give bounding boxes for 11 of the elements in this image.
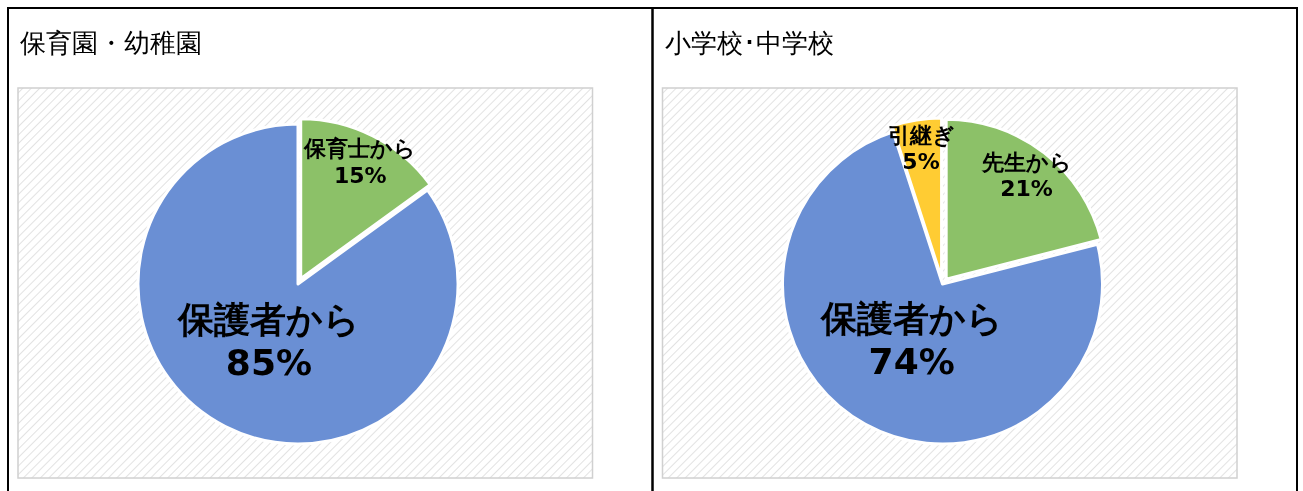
slice-label: 保護者から [175,299,360,341]
chart-title: 保育園・幼稚園 [20,28,202,58]
chart-title: 小学校･中学校 [664,28,834,58]
slice-label: 先生から [980,150,1072,176]
data-label: 5% [902,149,940,175]
data-label: 74% [868,341,955,383]
slice-label: 保護者から [818,298,1003,340]
data-label: 85% [225,342,313,384]
data-label: 21% [1000,176,1053,202]
data-label: 15% [333,162,387,188]
slice-label: 保育士から [303,136,417,162]
